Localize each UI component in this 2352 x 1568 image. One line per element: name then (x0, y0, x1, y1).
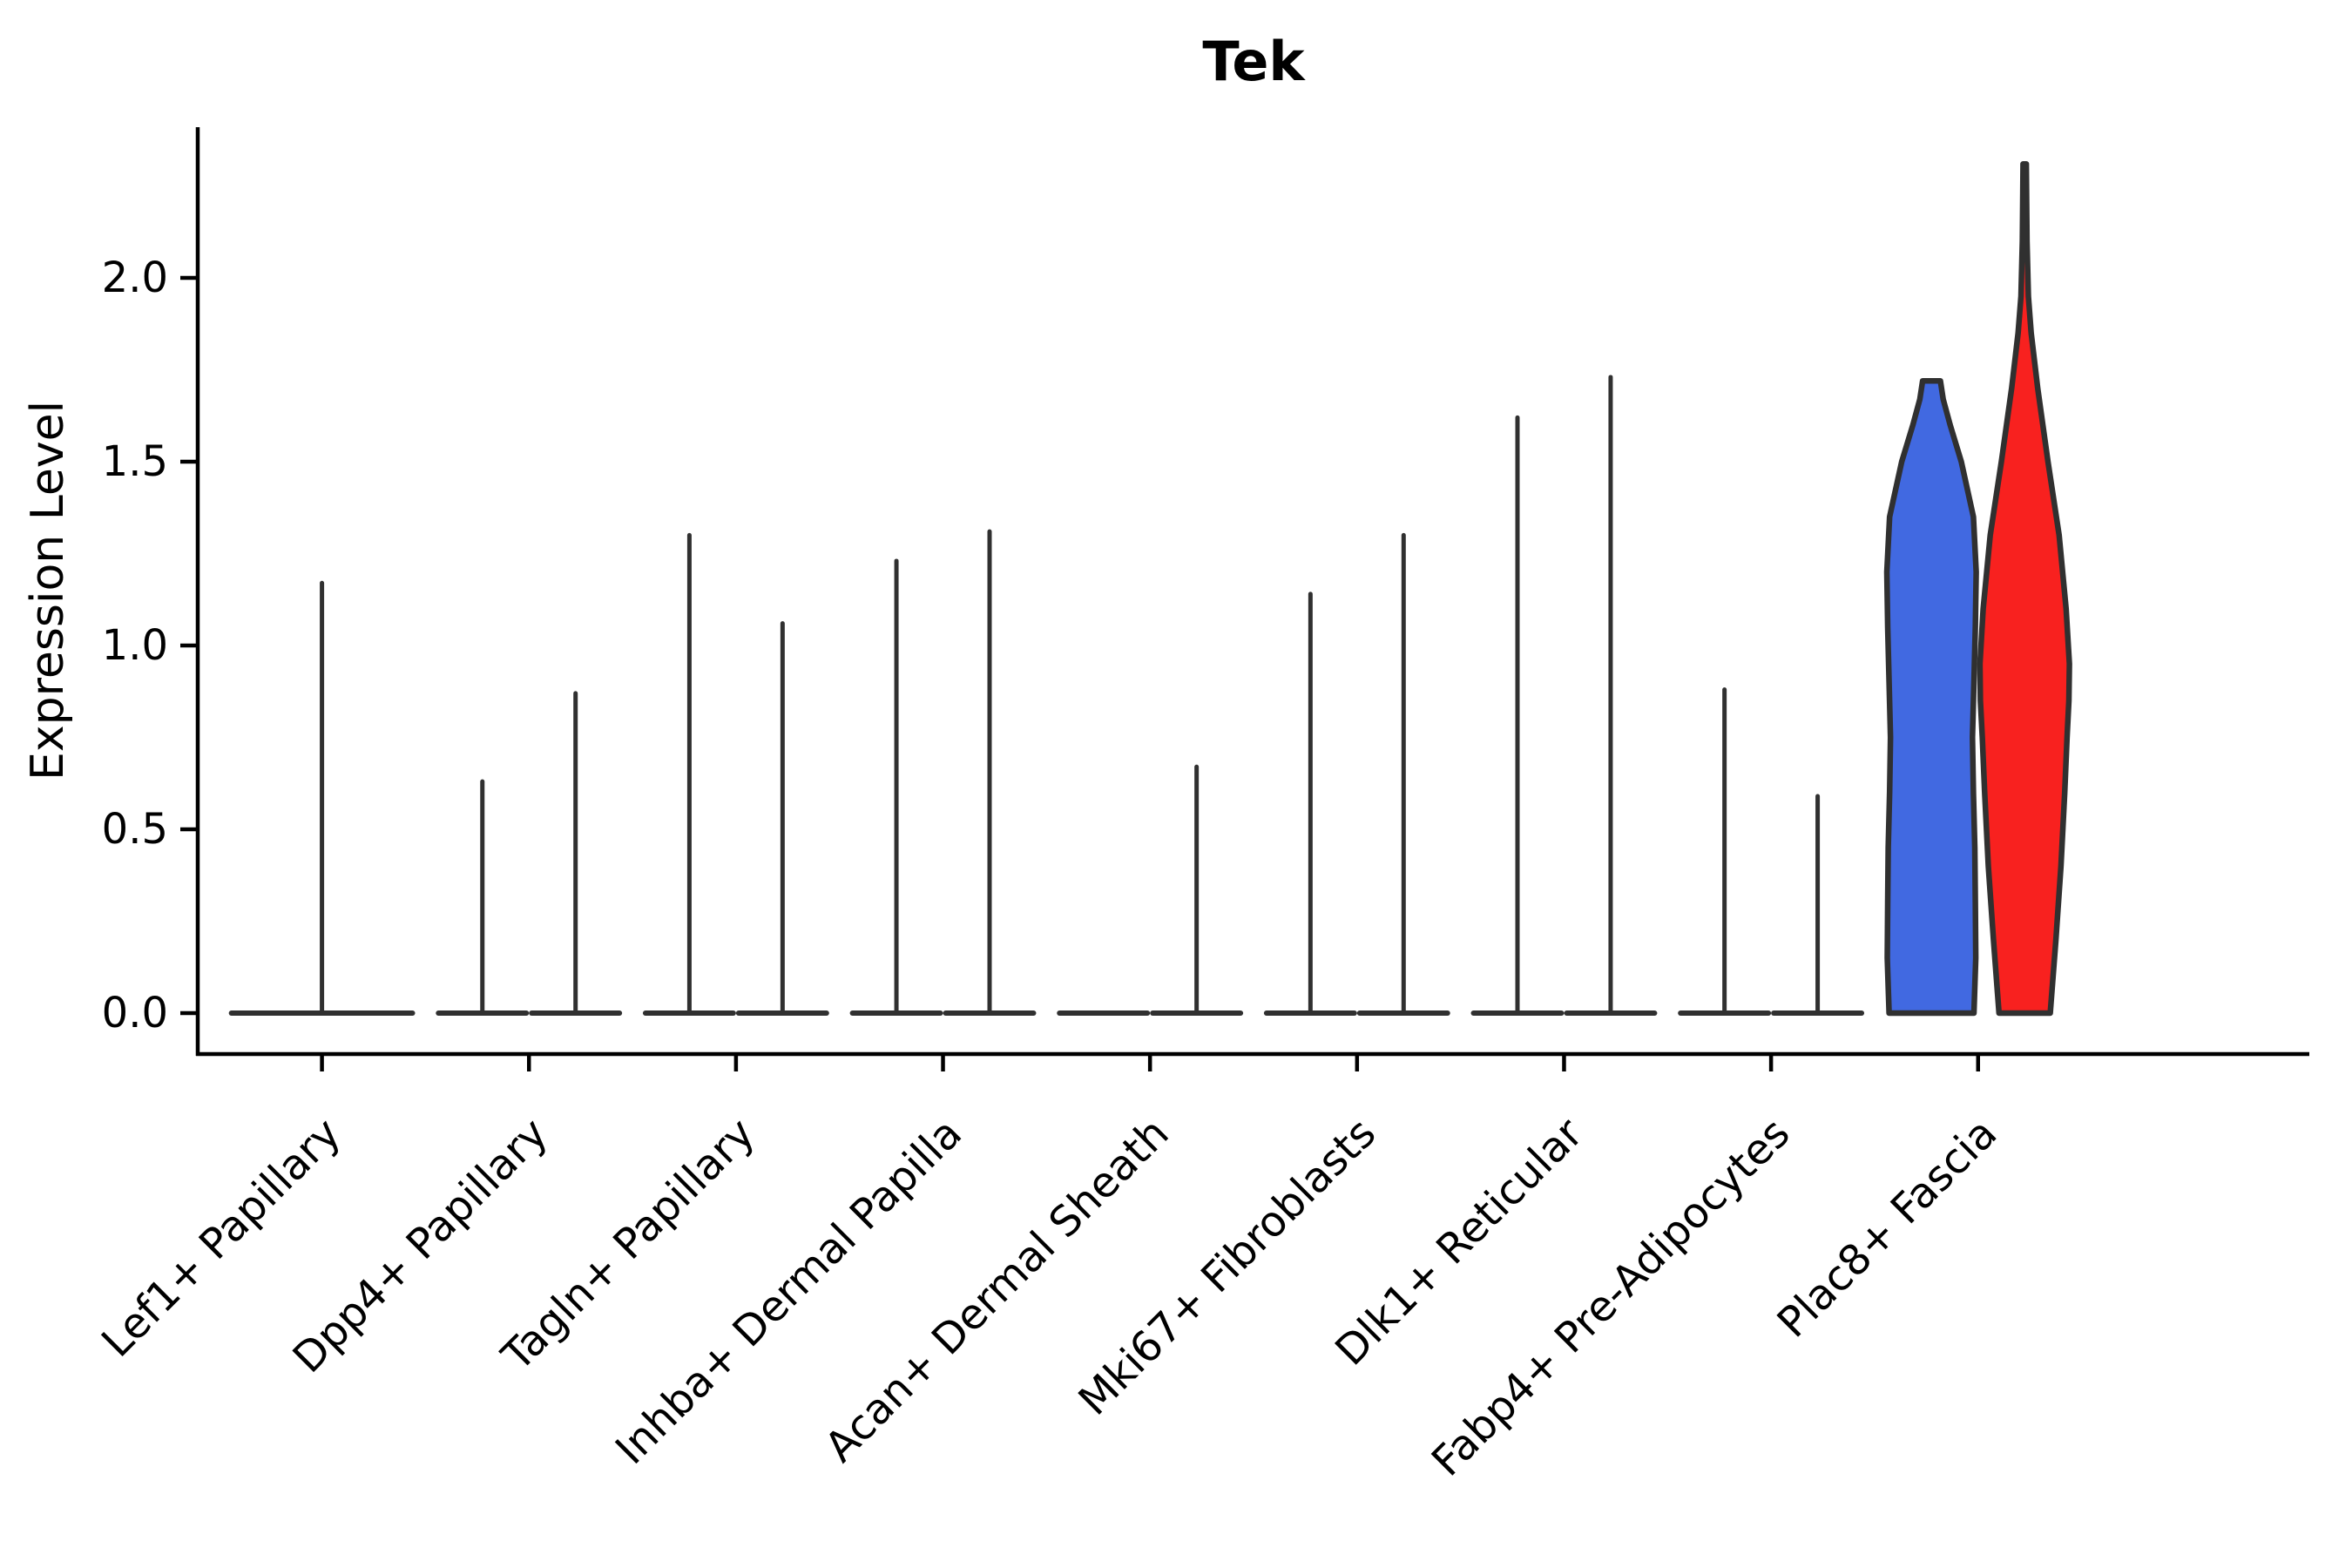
x-tick-label: Inhba+ Dermal Papilla (606, 1109, 971, 1474)
y-tick-label: 1.5 (102, 437, 168, 486)
x-tick-label: Fabp4+ Pre-Adipocytes (1423, 1109, 1800, 1486)
violin-density (1883, 377, 1979, 1017)
violin-density (1977, 160, 2072, 1017)
y-tick-label: 2.0 (102, 253, 168, 302)
y-tick-label: 1.0 (102, 621, 168, 670)
chart-title: Tek (1202, 30, 1306, 93)
y-axis-label: Expression Level (22, 401, 74, 781)
x-tick-label: Plac8+ Fascia (1768, 1109, 2007, 1348)
x-tick-label: Acan+ Dermal Sheath (815, 1109, 1178, 1471)
y-tick-label: 0.0 (102, 989, 168, 1037)
y-tick-label: 0.5 (102, 805, 168, 854)
